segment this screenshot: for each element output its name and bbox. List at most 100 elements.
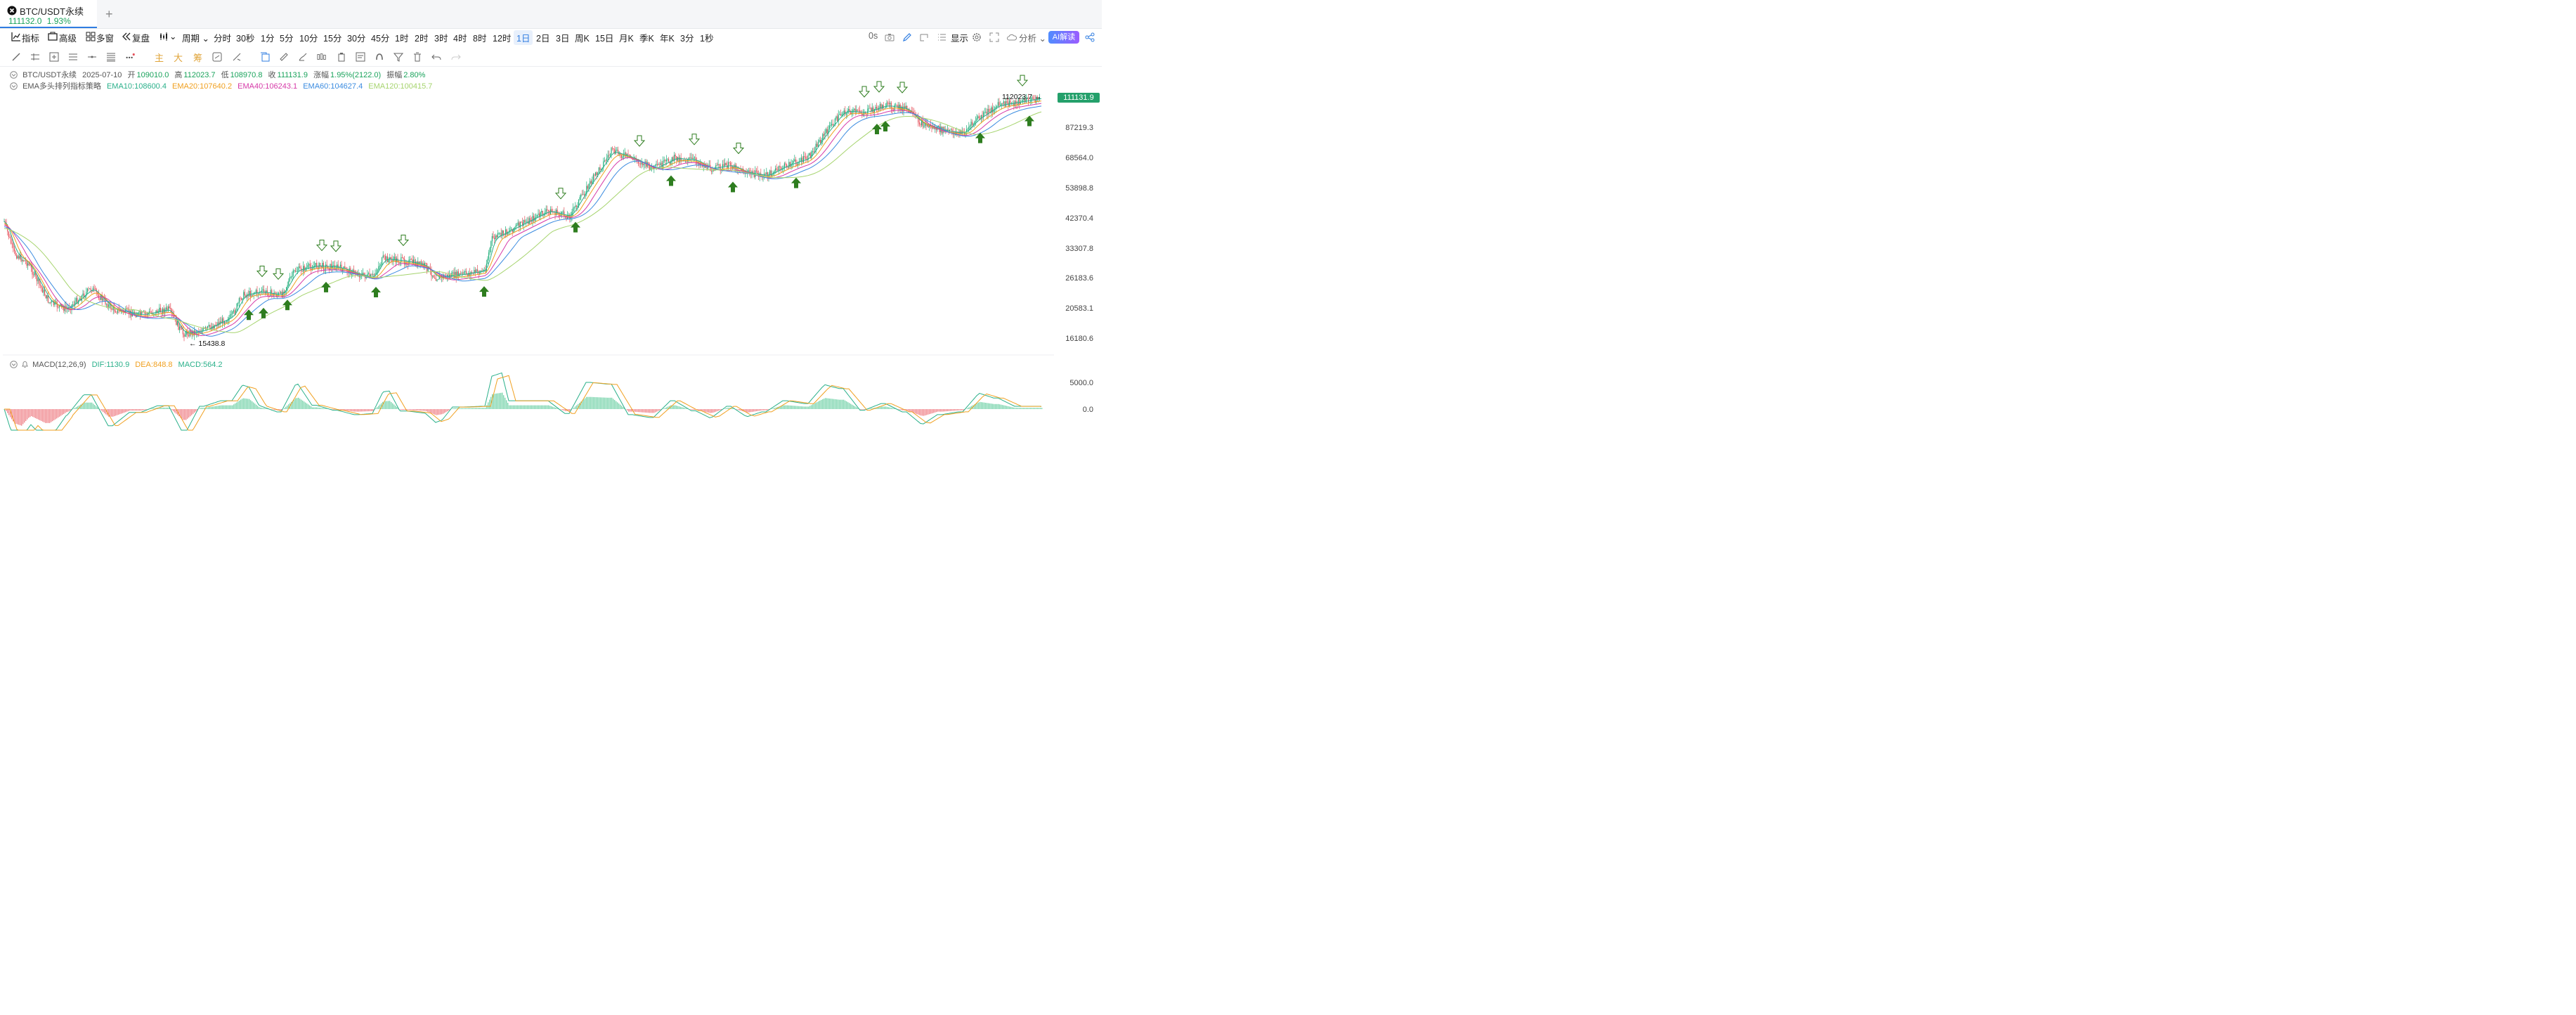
candle-body [26, 261, 27, 266]
period-option-selected[interactable]: 1日 [514, 30, 533, 45]
period-option[interactable]: 30秒 [236, 34, 255, 44]
bell-icon[interactable] [21, 361, 29, 368]
measure-icon[interactable] [232, 52, 242, 62]
collapse-icon[interactable] [10, 71, 18, 79]
period-option[interactable]: 季K [639, 34, 654, 44]
camera-icon[interactable] [885, 32, 895, 42]
symbol-tab[interactable]: BTC/USDT永续 111132.0 1.93% [0, 0, 97, 28]
macd-bar [74, 408, 76, 409]
candle-icon[interactable] [317, 52, 327, 62]
period-option[interactable]: 4时 [453, 34, 467, 44]
undo-icon[interactable] [431, 52, 441, 62]
chevron-down-icon[interactable]: ⌄ [169, 32, 177, 41]
segment-icon[interactable] [87, 52, 97, 62]
close-circle-icon[interactable] [7, 6, 17, 15]
period-option[interactable]: 3日 [556, 34, 570, 44]
period-option[interactable]: 年K [660, 34, 675, 44]
fibonacci-icon[interactable] [106, 52, 116, 62]
period-option[interactable]: 1秒 [700, 34, 714, 44]
macd-bar [892, 408, 894, 409]
select-icon[interactable] [260, 52, 270, 62]
period-option[interactable]: 45分 [371, 34, 390, 44]
chip-button[interactable]: 筹 [193, 53, 203, 63]
window-icon[interactable] [919, 32, 929, 42]
redo-icon[interactable] [451, 52, 461, 62]
rectangle-plus-icon[interactable] [49, 52, 59, 62]
candle-body [44, 289, 46, 295]
advanced-button[interactable]: 高级 [59, 34, 77, 44]
fullscreen-icon[interactable] [989, 32, 999, 42]
ruler-icon[interactable] [279, 52, 289, 62]
period-option[interactable]: 30分 [347, 34, 366, 44]
sync-icon[interactable] [212, 52, 222, 62]
note-icon[interactable] [356, 52, 365, 62]
period-option[interactable]: 5分 [280, 34, 294, 44]
filter-icon[interactable] [393, 52, 403, 62]
macd-bar [653, 409, 655, 413]
candle-body [303, 266, 304, 272]
main-chart-button[interactable]: 主 [155, 53, 164, 63]
battery-icon[interactable] [337, 52, 346, 62]
multi-window-icon[interactable] [86, 32, 96, 41]
big-chart-button[interactable]: 大 [174, 53, 183, 63]
analysis-dropdown[interactable]: 分析 ⌄ [1019, 34, 1046, 44]
candle-body [588, 183, 590, 189]
indicator-button[interactable]: 指标 [22, 34, 40, 44]
share-icon[interactable] [1085, 32, 1095, 42]
period-option[interactable]: 2时 [415, 34, 429, 44]
add-tab-button[interactable]: + [105, 7, 113, 21]
candle-body [793, 160, 794, 164]
macd-bar [580, 401, 582, 409]
cloud-icon[interactable] [1007, 32, 1017, 42]
period-option[interactable]: 1时 [395, 34, 409, 44]
macd-bar [840, 399, 842, 409]
collapse-icon[interactable] [10, 361, 18, 368]
replay-icon[interactable] [122, 32, 131, 41]
more-icon[interactable] [125, 52, 135, 62]
candle-body [408, 259, 410, 265]
collapse-icon[interactable] [10, 82, 18, 90]
multi-window-button[interactable]: 多窗 [96, 34, 115, 44]
ema-legend: EMA多头排列指标策略 EMA10:108600.4 EMA20:107640.… [10, 80, 436, 91]
period-option[interactable]: 3时 [434, 34, 448, 44]
candle-body [332, 266, 333, 269]
horizontal-lines-icon[interactable] [30, 52, 40, 62]
period-option[interactable]: 分时 [214, 34, 232, 44]
advanced-icon[interactable] [48, 32, 58, 41]
replay-button[interactable]: 复盘 [132, 34, 150, 44]
candle-body [327, 266, 329, 269]
pencil-icon[interactable] [902, 32, 912, 42]
magnet-icon[interactable] [375, 52, 384, 62]
candle-type-icon[interactable] [159, 32, 169, 41]
period-option[interactable]: 12时 [493, 34, 512, 44]
candle-body [334, 265, 335, 270]
period-option[interactable]: 15日 [595, 34, 614, 44]
period-option[interactable]: 1分 [261, 34, 275, 44]
indicator-icon[interactable] [11, 32, 21, 41]
trash-icon[interactable] [412, 52, 422, 62]
candle-body [58, 305, 60, 308]
gear-icon[interactable] [972, 32, 982, 42]
period-option[interactable]: 3分 [680, 34, 694, 44]
period-option[interactable]: 15分 [323, 34, 342, 44]
period-option[interactable]: 10分 [299, 34, 318, 44]
channel-icon[interactable] [68, 52, 78, 62]
period-option[interactable]: 2日 [536, 34, 550, 44]
candle-body [661, 162, 663, 168]
macd-bar [860, 409, 861, 410]
period-option[interactable]: 8时 [473, 34, 487, 44]
macd-lines [4, 372, 1042, 431]
period-option[interactable]: 周K [575, 34, 590, 44]
candle-body [404, 259, 405, 265]
candle-body [279, 292, 280, 294]
trend-line-icon[interactable] [11, 52, 21, 62]
period-dropdown[interactable]: 周期 ⌄ [182, 34, 209, 44]
display-button[interactable]: 显示 [951, 34, 969, 44]
macd-bar [424, 409, 426, 411]
list-icon[interactable] [937, 32, 947, 42]
ai-interpret-button[interactable]: AI解读 [1048, 31, 1079, 44]
period-option[interactable]: 月K [619, 34, 634, 44]
candle-body [921, 119, 923, 126]
candle-body [421, 261, 422, 265]
brush-icon[interactable] [298, 52, 308, 62]
